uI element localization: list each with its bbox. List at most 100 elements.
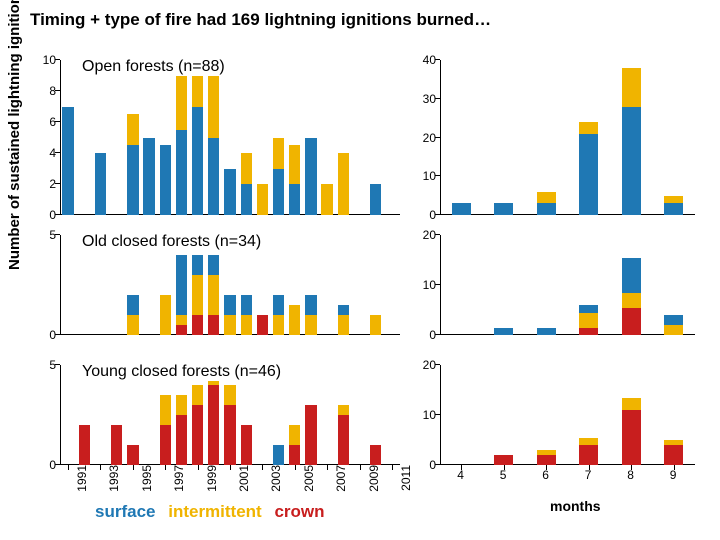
bar bbox=[537, 328, 556, 336]
legend-crown: crown bbox=[274, 502, 324, 521]
bar-seg-surface bbox=[176, 130, 187, 215]
ytick: 0 bbox=[429, 458, 440, 472]
y-axis-label: Number of sustained lightning ignitions bbox=[6, 0, 23, 270]
bar bbox=[289, 305, 300, 335]
bar-seg-crown bbox=[127, 445, 138, 465]
panel-title: Young closed forests (n=46) bbox=[80, 363, 283, 381]
bar bbox=[241, 425, 252, 465]
bar bbox=[62, 107, 73, 216]
bar-seg-intermittent bbox=[192, 76, 203, 107]
bar-seg-surface bbox=[241, 295, 252, 315]
bar-seg-intermittent bbox=[338, 315, 349, 335]
bar-seg-intermittent bbox=[127, 315, 138, 335]
bar-seg-crown bbox=[494, 455, 513, 465]
bar-seg-intermittent bbox=[224, 385, 235, 405]
bar bbox=[224, 169, 235, 216]
panel-title: Open forests (n=88) bbox=[80, 58, 227, 76]
bar bbox=[664, 440, 683, 465]
bar-seg-crown bbox=[338, 415, 349, 465]
bar-seg-crown bbox=[192, 315, 203, 335]
bar-seg-surface bbox=[62, 107, 73, 216]
bar-seg-intermittent bbox=[622, 68, 641, 107]
bar-seg-intermittent bbox=[257, 184, 268, 215]
bar-seg-surface bbox=[241, 184, 252, 215]
bar-seg-surface bbox=[537, 328, 556, 336]
bar-seg-intermittent bbox=[289, 305, 300, 335]
bar bbox=[160, 395, 171, 465]
bar-seg-intermittent bbox=[224, 315, 235, 335]
xtick: 1995 bbox=[137, 465, 154, 492]
legend: surface intermittent crown bbox=[95, 502, 333, 522]
xtick: 2005 bbox=[299, 465, 316, 492]
chart-open_years: 0246810Open forests (n=88) bbox=[60, 60, 400, 215]
bar-seg-surface bbox=[127, 295, 138, 315]
bar-seg-crown bbox=[176, 415, 187, 465]
bar-seg-surface bbox=[494, 203, 513, 215]
bar-seg-surface bbox=[338, 305, 349, 315]
ytick: 5 bbox=[49, 228, 60, 242]
xtick: 2007 bbox=[331, 465, 348, 492]
bar-seg-intermittent bbox=[192, 275, 203, 315]
bar bbox=[622, 68, 641, 215]
bar bbox=[208, 68, 219, 215]
bar bbox=[579, 122, 598, 215]
bar bbox=[111, 425, 122, 465]
bar bbox=[143, 138, 154, 216]
xtick: 8 bbox=[627, 465, 634, 482]
ytick: 40 bbox=[423, 53, 440, 67]
bar-seg-intermittent bbox=[338, 153, 349, 215]
xtick: 1993 bbox=[104, 465, 121, 492]
bar bbox=[370, 445, 381, 465]
bar bbox=[321, 184, 332, 215]
bar-seg-intermittent bbox=[622, 293, 641, 308]
bar-seg-surface bbox=[224, 295, 235, 315]
bar bbox=[257, 184, 268, 215]
bar-seg-intermittent bbox=[160, 395, 171, 425]
bar-seg-crown bbox=[160, 425, 171, 465]
bar-seg-surface bbox=[622, 107, 641, 216]
ytick: 20 bbox=[423, 131, 440, 145]
bar-seg-crown bbox=[579, 328, 598, 336]
bar-seg-crown bbox=[305, 405, 316, 465]
panel-title: Old closed forests (n=34) bbox=[80, 233, 263, 251]
bar-seg-surface bbox=[579, 305, 598, 313]
chart-young_months: 01020456789 bbox=[440, 365, 695, 465]
xtick: 2011 bbox=[396, 465, 413, 491]
bar-seg-crown bbox=[111, 425, 122, 465]
bar-seg-crown bbox=[579, 445, 598, 465]
bar-seg-surface bbox=[494, 328, 513, 336]
bar-seg-surface bbox=[305, 138, 316, 216]
bar bbox=[127, 295, 138, 335]
bar-seg-surface bbox=[208, 138, 219, 216]
bar bbox=[241, 295, 252, 335]
bar bbox=[305, 138, 316, 216]
bar-seg-surface bbox=[176, 255, 187, 315]
ytick: 20 bbox=[423, 228, 440, 242]
bar bbox=[127, 114, 138, 215]
bar bbox=[622, 398, 641, 466]
bar bbox=[176, 68, 187, 215]
chart-young_years: 0519911993199519971999200120032005200720… bbox=[60, 365, 400, 465]
bar-seg-surface bbox=[192, 107, 203, 216]
xtick: 1999 bbox=[202, 465, 219, 492]
bar-seg-surface bbox=[579, 134, 598, 215]
ytick: 10 bbox=[423, 169, 440, 183]
bar bbox=[289, 145, 300, 215]
bar bbox=[176, 395, 187, 465]
bar bbox=[289, 425, 300, 465]
bar bbox=[192, 385, 203, 465]
bar-seg-crown bbox=[537, 455, 556, 465]
bar-seg-surface bbox=[160, 145, 171, 215]
bar bbox=[257, 315, 268, 335]
bar-seg-intermittent bbox=[273, 138, 284, 169]
bar-seg-intermittent bbox=[241, 153, 252, 184]
bar-seg-surface bbox=[370, 184, 381, 215]
ytick: 4 bbox=[49, 146, 60, 160]
bar bbox=[224, 295, 235, 335]
bar-seg-intermittent bbox=[664, 325, 683, 335]
bar-seg-crown bbox=[664, 445, 683, 465]
xtick: 2009 bbox=[364, 465, 381, 492]
bar-seg-surface bbox=[192, 255, 203, 275]
bar-seg-intermittent bbox=[208, 275, 219, 315]
bar bbox=[160, 145, 171, 215]
